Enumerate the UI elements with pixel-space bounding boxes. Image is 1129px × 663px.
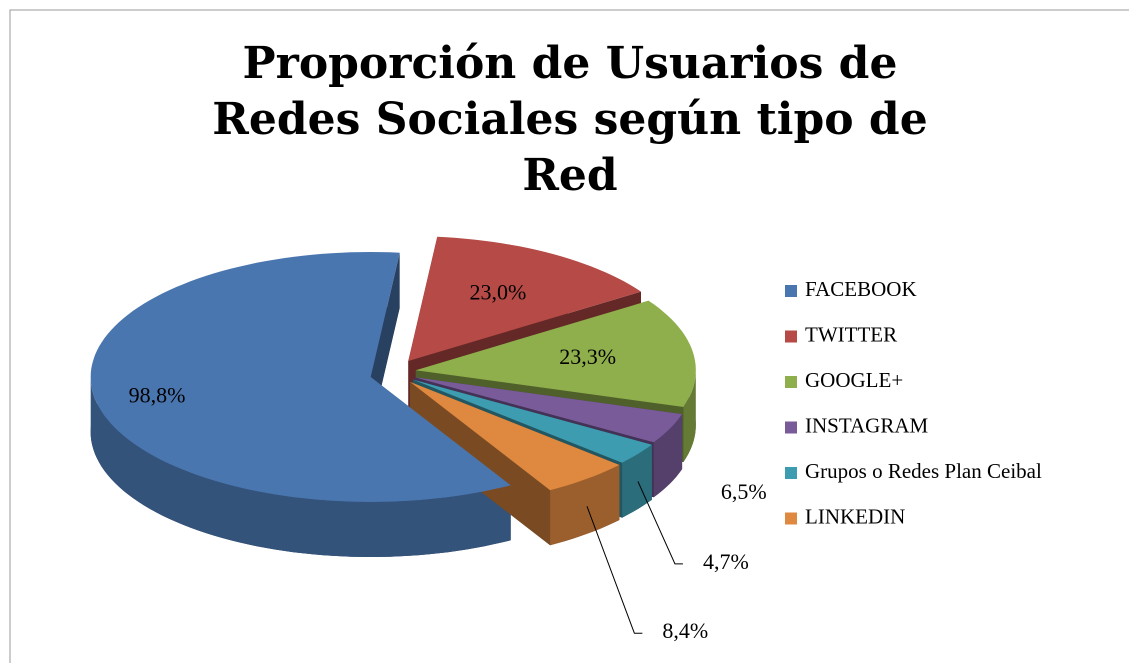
legend-swatch bbox=[785, 330, 797, 343]
slice bbox=[408, 236, 641, 361]
legend-swatch bbox=[785, 512, 797, 525]
legend-swatch bbox=[785, 376, 797, 388]
data-label: 98,8% bbox=[129, 382, 186, 407]
slice bbox=[412, 379, 652, 463]
legend-swatch bbox=[785, 285, 797, 297]
legend-label: LINKEDIN bbox=[805, 504, 905, 528]
chart-title: Proporción de Usuarios de Redes Sociales… bbox=[212, 38, 928, 201]
slice bbox=[90, 252, 511, 502]
slice-side bbox=[622, 444, 652, 518]
leader-line bbox=[586, 506, 643, 634]
slice-side bbox=[550, 465, 620, 546]
legend-label: Grupos o Redes Plan Ceibal bbox=[805, 459, 1042, 483]
legend-swatch bbox=[785, 467, 797, 479]
legend-label: GOOGLE+ bbox=[805, 368, 903, 392]
data-label: 23,3% bbox=[559, 344, 616, 369]
legend-label: INSTAGRAM bbox=[805, 413, 928, 437]
slice bbox=[415, 300, 696, 407]
leader-line bbox=[637, 481, 683, 565]
data-label: 8,4% bbox=[662, 618, 708, 643]
legend-label: FACEBOOK bbox=[805, 277, 917, 301]
slice-side bbox=[653, 414, 683, 498]
data-label: 4,7% bbox=[703, 549, 749, 574]
data-label: 23,0% bbox=[470, 280, 527, 305]
slice bbox=[410, 381, 620, 491]
slice bbox=[414, 377, 683, 443]
legend-swatch bbox=[785, 421, 797, 434]
slice-side bbox=[90, 377, 511, 557]
legend-label: TWITTER bbox=[805, 322, 897, 346]
data-label: 6,5% bbox=[721, 479, 767, 504]
chart-border bbox=[9, 9, 1129, 663]
slice-side bbox=[683, 370, 696, 462]
